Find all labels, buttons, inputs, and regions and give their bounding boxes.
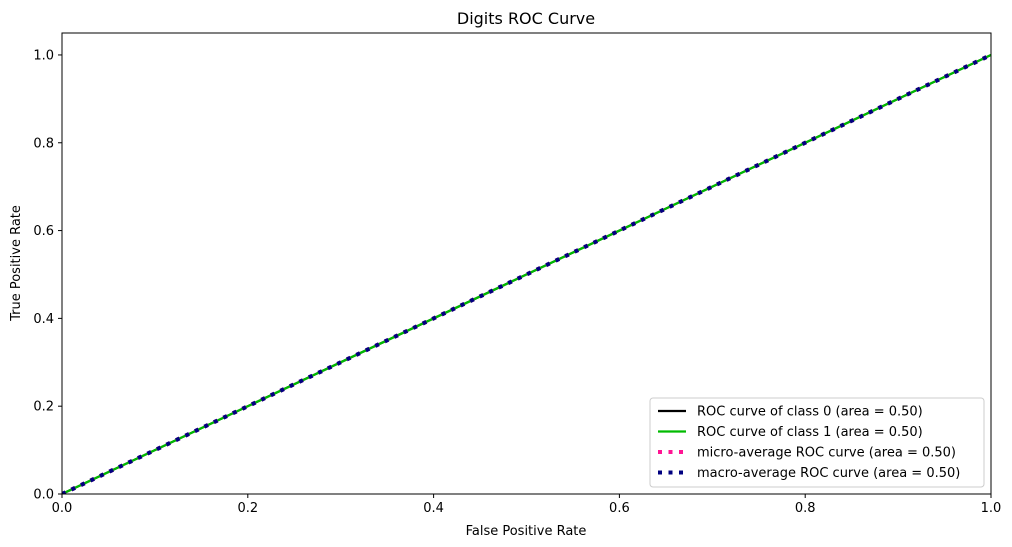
series-group [62, 53, 991, 494]
y-tick-label-5: 1.0 [33, 48, 54, 63]
legend-label-2: micro-average ROC curve (area = 0.50) [697, 446, 956, 461]
legend-label-3: macro-average ROC curve (area = 0.50) [697, 466, 960, 481]
legend-label-0: ROC curve of class 0 (area = 0.50) [697, 405, 923, 420]
y-tick-label-1: 0.2 [33, 400, 54, 415]
x-tick-label-2: 0.4 [423, 501, 444, 516]
y-tick-label-0: 0.0 [33, 488, 54, 503]
y-tick-label-3: 0.6 [33, 224, 54, 239]
legend-box [649, 397, 985, 488]
y-axis-label: True Positive Rate [9, 205, 24, 322]
x-tick-label-3: 0.6 [609, 501, 630, 516]
legend: ROC curve of class 0 (area = 0.50) ROC cu… [649, 397, 985, 488]
series-line-3 [62, 53, 991, 494]
x-axis-label: False Positive Rate [466, 524, 587, 539]
y-tick-label-2: 0.4 [33, 312, 54, 327]
x-tick-label-4: 0.8 [795, 501, 816, 516]
chart-title: Digits ROC Curve [457, 9, 595, 28]
legend-label-1: ROC curve of class 1 (area = 0.50) [697, 425, 923, 440]
y-tick-label-4: 0.8 [33, 136, 54, 151]
x-tick-label-5: 1.0 [981, 501, 1002, 516]
plot-area: 0.0 0.2 0.4 0.6 0.8 1.0 0.0 0.2 0.4 0.6 0.8 1.0 ROC … [33, 32, 1002, 516]
x-tick-label-0: 0.0 [52, 501, 73, 516]
plot-frame [61, 32, 992, 495]
x-tick-label-1: 0.2 [237, 501, 258, 516]
